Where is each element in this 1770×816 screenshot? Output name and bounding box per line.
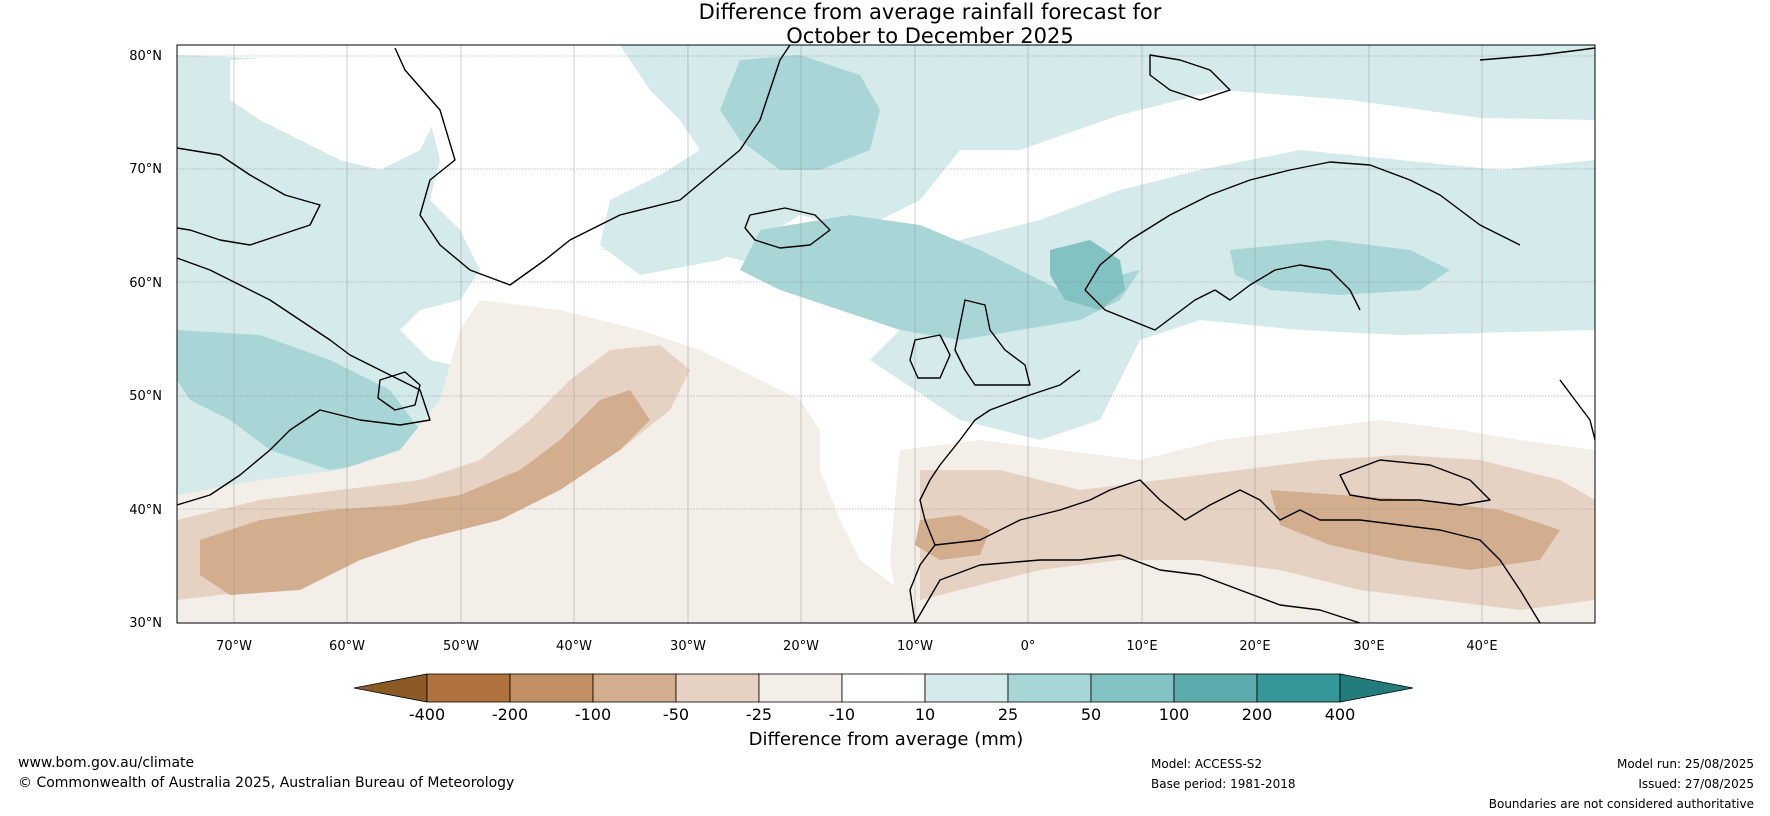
lon-label: 10°E — [1126, 639, 1157, 654]
colorbar-tick-label: -400 — [409, 705, 445, 724]
lon-labels: 70°W 60°W 50°W 40°W 30°W 20°W 10°W 0° 10… — [216, 639, 1498, 654]
coastline-north-africa — [914, 554, 1361, 623]
colorbar-tick-label: -200 — [492, 705, 528, 724]
lat-labels: 80°N 70°N 60°N 50°N 40°N 30°N — [129, 49, 162, 631]
colorbar-tick-label: -10 — [829, 705, 855, 724]
dry-region-iberia-core — [915, 515, 990, 560]
colorbar-tick-label: 25 — [998, 705, 1018, 724]
wet-region-fennoscandia — [1230, 240, 1450, 295]
wet-region-labrador — [177, 330, 420, 470]
title-line-1: Difference from average rainfall forecas… — [698, 0, 1162, 24]
lat-gridlines — [177, 55, 1595, 510]
colorbar-segment — [758, 673, 843, 703]
footer-website: www.bom.gov.au/climate — [18, 755, 195, 771]
coastline-novaya — [1479, 47, 1595, 61]
coastline-norway-south — [1084, 289, 1216, 331]
coastline-caspian — [1559, 379, 1595, 441]
wet-region-greenland-west — [230, 55, 440, 170]
footer-model: Model: ACCESS-S2 — [1151, 757, 1263, 771]
colorbar: -400 -200 -100 -50 -25 -10 10 25 50 100 200 400 — [353, 673, 1414, 724]
lon-label: 50°W — [443, 639, 479, 654]
colorbar-segment — [675, 673, 760, 703]
lon-gridlines — [233, 45, 1483, 623]
colorbar-arrow-low — [353, 673, 428, 703]
colorbar-tick-label: -100 — [575, 705, 611, 724]
footer-model-run: Model run: 25/08/2025 — [1616, 757, 1754, 771]
dry-region-atlantic-core — [200, 390, 650, 595]
colorbar-tick-label: 50 — [1081, 705, 1101, 724]
colorbar-segment — [1173, 673, 1258, 703]
footer-issued: Issued: 27/08/2025 — [1638, 777, 1754, 791]
colorbar-arrow-high — [1339, 673, 1414, 703]
lon-label: 40°E — [1466, 639, 1497, 654]
lon-label: 70°W — [216, 639, 252, 654]
forecast-shading — [177, 45, 1595, 623]
wet-region-greenland-strait — [720, 55, 880, 170]
coastline-svalbard — [1149, 54, 1231, 101]
colorbar-tick-label: -50 — [663, 705, 689, 724]
coastline-scandinavia — [1084, 161, 1521, 291]
colorbar-segment — [426, 673, 511, 703]
colorbar-segment — [924, 673, 1009, 703]
lat-label: 30°N — [129, 616, 162, 631]
footer-base-period: Base period: 1981-2018 — [1151, 777, 1296, 791]
colorbar-tick-label: -25 — [746, 705, 772, 724]
colorbar-tick-label: 200 — [1242, 705, 1273, 724]
lon-label: 30°W — [670, 639, 706, 654]
lon-label: 60°W — [329, 639, 365, 654]
coastline-mediterranean-north — [934, 479, 1541, 623]
colorbar-tick-label: 10 — [915, 705, 935, 724]
lat-label: 60°N — [129, 276, 162, 291]
colorbar-segment — [1007, 673, 1092, 703]
coastline-baltic — [1214, 264, 1361, 311]
lat-label: 80°N — [129, 49, 162, 64]
lat-label: 40°N — [129, 503, 162, 518]
colorbar-segment — [509, 673, 594, 703]
colorbar-title: Difference from average (mm) — [749, 729, 1024, 750]
lon-label: 0° — [1021, 639, 1036, 654]
coastline-ireland — [909, 334, 951, 379]
map-title: Difference from average rainfall forecas… — [0, 0, 1770, 48]
lon-label: 20°E — [1239, 639, 1270, 654]
lon-label: 10°W — [897, 639, 933, 654]
footer-disclaimer: Boundaries are not considered authoritat… — [1488, 797, 1754, 811]
coastline-newfoundland — [377, 371, 421, 411]
lat-label: 50°N — [129, 389, 162, 404]
dry-region-mediterranean-mid — [920, 455, 1595, 610]
lon-label: 30°E — [1353, 639, 1384, 654]
coastline-labrador — [177, 257, 431, 506]
lat-label: 70°N — [129, 162, 162, 177]
coastlines — [177, 45, 1595, 623]
lon-label: 20°W — [783, 639, 819, 654]
colorbar-tick-label: 100 — [1159, 705, 1190, 724]
dry-region-mediterranean-core — [1270, 490, 1560, 570]
title-line-2: October to December 2025 — [786, 24, 1074, 48]
wet-region-norway — [1050, 240, 1125, 310]
coastline-iceland — [744, 207, 831, 249]
coastline-baffin — [177, 147, 321, 246]
coastline-greenland — [394, 45, 791, 286]
wet-region-north-atlantic-core — [740, 215, 1140, 340]
colorbar-tick-label: 400 — [1325, 705, 1356, 724]
colorbar-segment — [1090, 673, 1175, 703]
lon-label: 40°W — [556, 639, 592, 654]
colorbar-segment — [841, 673, 926, 703]
colorbar-segment — [592, 673, 677, 703]
map-frame — [176, 44, 1596, 624]
coastline-uk — [954, 299, 1031, 386]
colorbar-segment — [1256, 673, 1341, 703]
coastline-europe-west — [909, 369, 1081, 623]
coastline-black-sea — [1339, 459, 1491, 506]
footer-copyright: © Commonwealth of Australia 2025, Austra… — [18, 775, 515, 791]
